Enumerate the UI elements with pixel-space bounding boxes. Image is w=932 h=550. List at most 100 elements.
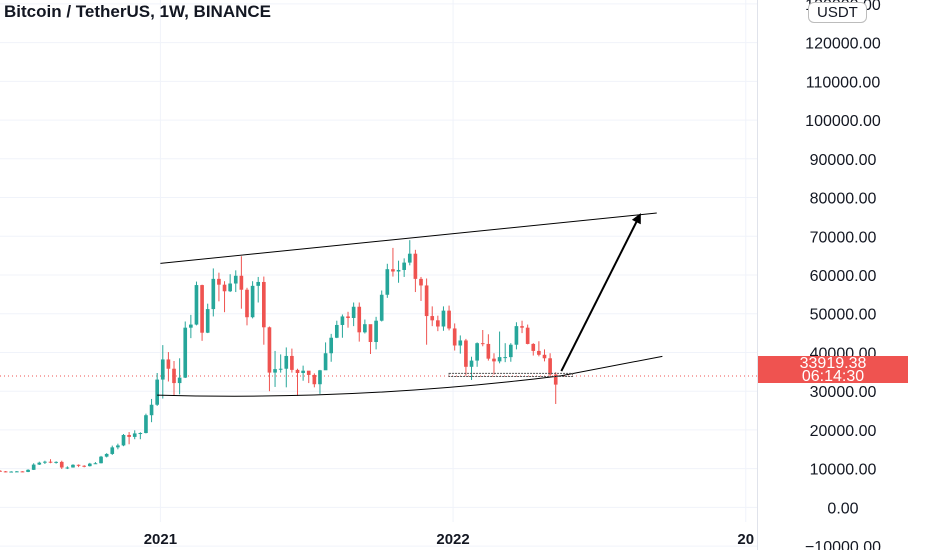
candle-body xyxy=(334,324,339,338)
candle-up xyxy=(194,281,199,326)
candle-body xyxy=(351,306,356,318)
candle-down xyxy=(413,249,418,293)
candle-down xyxy=(368,324,373,355)
candle-body xyxy=(37,462,42,465)
candle-body xyxy=(553,374,558,385)
candle-body xyxy=(396,269,401,272)
candle-body xyxy=(267,327,272,373)
candle-up xyxy=(508,343,513,362)
candle-up xyxy=(363,319,367,334)
candle-body xyxy=(205,309,210,333)
candle-body xyxy=(15,471,19,473)
candle-up xyxy=(458,335,463,354)
candle-body xyxy=(542,354,547,359)
candle-body xyxy=(464,340,468,367)
candle-body xyxy=(374,320,378,343)
candle-body xyxy=(385,269,390,295)
candle-up xyxy=(323,342,328,371)
candle-body xyxy=(132,433,137,437)
candle-up xyxy=(503,343,508,363)
candle-body xyxy=(458,340,463,346)
candle-body xyxy=(116,445,120,448)
candle-down xyxy=(537,341,541,357)
candle-body xyxy=(486,343,491,359)
candle-body xyxy=(262,281,266,328)
candle-down xyxy=(0,470,2,472)
candle-body xyxy=(480,343,485,345)
candle-body xyxy=(172,368,176,384)
price-tick-label: 120000.00 xyxy=(805,36,881,53)
price-tick-label: 80000.00 xyxy=(810,191,877,208)
last-price-label: 33919.38 06:14:30 xyxy=(758,355,908,385)
candle-body xyxy=(177,377,182,384)
candle-down xyxy=(391,247,395,277)
candle-up xyxy=(334,320,339,339)
candle-body xyxy=(419,278,423,286)
candle-body xyxy=(413,253,418,279)
candle-body xyxy=(441,310,446,327)
candle-body xyxy=(537,350,541,355)
candle-up xyxy=(385,263,390,298)
candle-down xyxy=(419,276,423,301)
candle-body xyxy=(514,326,519,345)
candle-up xyxy=(284,347,289,388)
price-tick-label: 50000.00 xyxy=(810,307,877,324)
candle-up xyxy=(26,469,30,473)
candle-body xyxy=(368,324,373,343)
currency-badge[interactable]: USDT xyxy=(808,2,867,23)
candle-up xyxy=(351,302,356,327)
candle-up xyxy=(211,268,216,317)
candle-body xyxy=(76,464,81,466)
support-zone-box xyxy=(448,372,574,377)
chart-title[interactable]: Bitcoin / TetherUS, 1W, BINANCE xyxy=(4,2,271,21)
time-axis[interactable]: 2021 2022 20 xyxy=(144,531,754,548)
candle-up xyxy=(65,466,70,470)
price-tick-label: −10000.00 xyxy=(805,539,881,550)
candle-up xyxy=(441,306,446,331)
time-tick-label: 2021 xyxy=(144,531,177,548)
candle-up xyxy=(379,290,384,322)
candle-down xyxy=(172,360,176,396)
candle-body xyxy=(256,281,261,286)
candle-body xyxy=(323,353,328,371)
candle-body xyxy=(87,463,92,467)
candle-body xyxy=(452,328,457,346)
time-tick-label: 2022 xyxy=(436,531,469,548)
candle-up xyxy=(189,314,193,339)
lower-channel-line xyxy=(157,355,663,397)
candle-body xyxy=(436,320,440,327)
candle-body xyxy=(520,326,524,328)
candle-down xyxy=(430,306,435,327)
candle-up xyxy=(278,354,283,373)
candle-down xyxy=(76,464,81,468)
candle-up xyxy=(205,303,210,334)
candle-up xyxy=(71,464,75,468)
candle-body xyxy=(402,262,406,270)
candle-up xyxy=(149,398,154,423)
trendline-drawings[interactable] xyxy=(157,212,663,397)
candle-down xyxy=(464,338,468,376)
candle-body xyxy=(318,370,322,385)
candle-down xyxy=(262,276,266,345)
candle-down xyxy=(357,302,362,342)
candle-body xyxy=(447,310,451,329)
candle-down xyxy=(520,320,524,334)
candle-body xyxy=(503,357,508,359)
candle-body xyxy=(121,434,126,446)
candle-up xyxy=(183,321,188,379)
last-price-value: 33919.38 xyxy=(799,355,867,372)
price-tick-label: 90000.00 xyxy=(810,152,877,169)
time-tick-label: 20 xyxy=(737,531,754,548)
candle-down xyxy=(48,459,53,464)
candle-body xyxy=(222,284,227,292)
candle-down xyxy=(3,470,8,473)
candle-body xyxy=(301,370,305,373)
price-tick-label: 10000.00 xyxy=(810,462,877,479)
candle-body xyxy=(273,369,277,373)
candle-body xyxy=(497,357,502,362)
candle-body xyxy=(0,470,2,472)
price-axis[interactable]: −10000.000.0010000.0020000.0030000.00400… xyxy=(805,0,881,550)
candle-up xyxy=(374,316,378,350)
candle-body xyxy=(295,369,300,373)
